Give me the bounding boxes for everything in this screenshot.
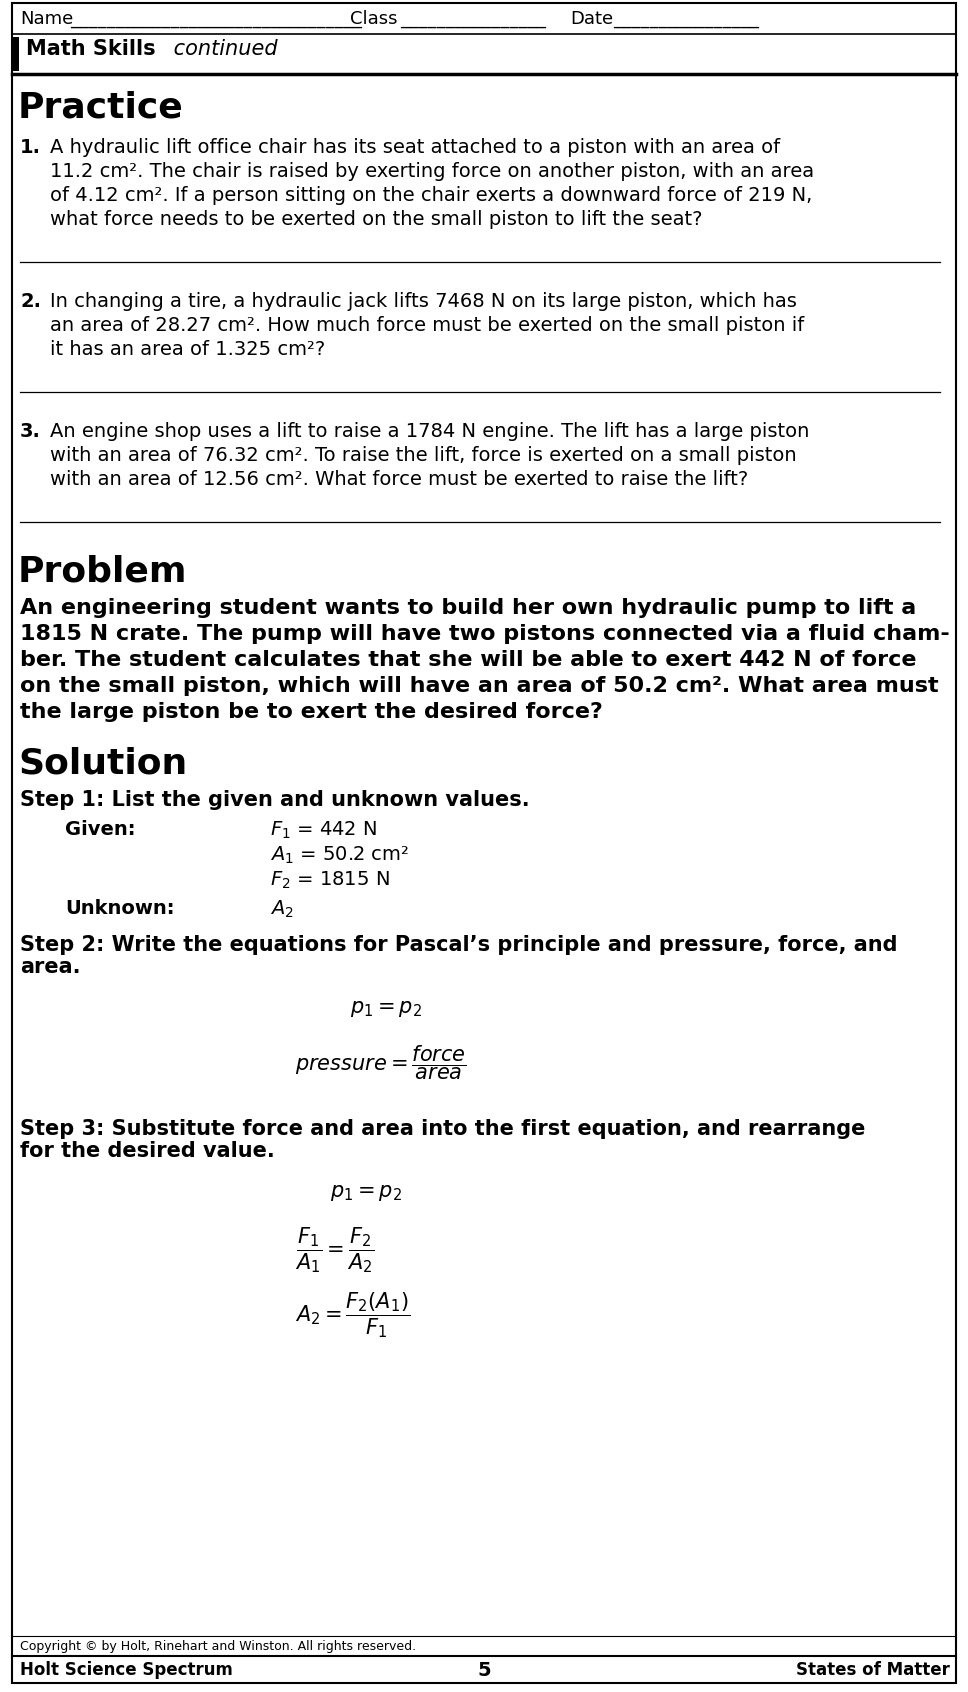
Text: In changing a tire, a hydraulic jack lifts 7468 N on its large piston, which has: In changing a tire, a hydraulic jack lif… [50,293,797,311]
Text: what force needs to be exerted on the small piston to lift the seat?: what force needs to be exerted on the sm… [50,210,703,228]
Text: it has an area of 1.325 cm²?: it has an area of 1.325 cm²? [50,340,325,359]
Text: continued: continued [167,39,278,59]
Text: 1.: 1. [20,139,41,157]
Text: An engineering student wants to build her own hydraulic pump to lift a: An engineering student wants to build he… [20,597,917,618]
Text: for the desired value.: for the desired value. [20,1140,275,1161]
Text: 11.2 cm². The chair is raised by exerting force on another piston, with an area: 11.2 cm². The chair is raised by exertin… [50,162,814,181]
Text: Date: Date [570,10,613,29]
Text: $p_1 = p_2$: $p_1 = p_2$ [330,1183,402,1203]
Text: of 4.12 cm². If a person sitting on the chair exerts a downward force of 219 N,: of 4.12 cm². If a person sitting on the … [50,186,812,205]
Text: Step 3: Substitute force and area into the first equation, and rearrange: Step 3: Substitute force and area into t… [20,1118,865,1139]
Text: $\dfrac{F_1}{A_1} = \dfrac{F_2}{A_2}$: $\dfrac{F_1}{A_1} = \dfrac{F_2}{A_2}$ [295,1225,375,1274]
Text: 5: 5 [477,1662,491,1680]
Text: the large piston be to exert the desired force?: the large piston be to exert the desired… [20,702,603,722]
Text: Copyright © by Holt, Rinehart and Winston. All rights reserved.: Copyright © by Holt, Rinehart and Winsto… [20,1640,416,1653]
Text: Step 2: Write the equations for Pascal’s principle and pressure, force, and: Step 2: Write the equations for Pascal’s… [20,936,897,954]
Text: $p_1 = p_2$: $p_1 = p_2$ [350,998,422,1019]
Text: 1815 N crate. The pump will have two pistons connected via a fluid cham-: 1815 N crate. The pump will have two pis… [20,624,950,645]
Text: with an area of 76.32 cm². To raise the lift, force is exerted on a small piston: with an area of 76.32 cm². To raise the … [50,447,797,465]
Text: Holt Science Spectrum: Holt Science Spectrum [20,1662,233,1678]
Text: A hydraulic lift office chair has its seat attached to a piston with an area of: A hydraulic lift office chair has its se… [50,139,780,157]
Text: $A_1$ = 50.2 cm²: $A_1$ = 50.2 cm² [270,844,409,866]
Text: Unknown:: Unknown: [65,898,174,919]
Text: Given:: Given: [65,821,136,839]
Text: Class: Class [350,10,398,29]
Text: area.: area. [20,958,80,976]
Text: States of Matter: States of Matter [796,1662,950,1678]
Text: on the small piston, which will have an area of 50.2 cm². What area must: on the small piston, which will have an … [20,677,939,695]
Bar [12,37,19,71]
Text: An engine shop uses a lift to raise a 1784 N engine. The lift has a large piston: An engine shop uses a lift to raise a 17… [50,421,809,442]
Text: ________________: ________________ [613,10,759,29]
Text: ________________: ________________ [400,10,546,29]
Text: Math Skills: Math Skills [26,39,156,59]
Text: Problem: Problem [18,553,188,589]
Text: $\mathit{pressure} = \dfrac{\mathit{force}}{\mathit{area}}$: $\mathit{pressure} = \dfrac{\mathit{forc… [295,1042,467,1081]
Text: 2.: 2. [20,293,41,311]
Text: Name: Name [20,10,74,29]
Text: ber. The student calculates that she will be able to exert 442 N of force: ber. The student calculates that she wil… [20,650,917,670]
Text: 3.: 3. [20,421,41,442]
Text: $A_2 = \dfrac{F_2(A_1)}{F_1}$: $A_2 = \dfrac{F_2(A_1)}{F_1}$ [295,1289,410,1340]
Text: ________________________________: ________________________________ [70,10,362,29]
Text: with an area of 12.56 cm². What force must be exerted to raise the lift?: with an area of 12.56 cm². What force mu… [50,470,748,489]
Text: an area of 28.27 cm². How much force must be exerted on the small piston if: an area of 28.27 cm². How much force mus… [50,316,804,335]
Text: Step 1: List the given and unknown values.: Step 1: List the given and unknown value… [20,790,529,810]
Text: $F_2$ = 1815 N: $F_2$ = 1815 N [270,870,390,892]
Text: $A_2$: $A_2$ [270,898,293,920]
Text: Solution: Solution [18,746,187,780]
Text: $F_1$ = 442 N: $F_1$ = 442 N [270,821,378,841]
Text: Practice: Practice [18,90,184,124]
